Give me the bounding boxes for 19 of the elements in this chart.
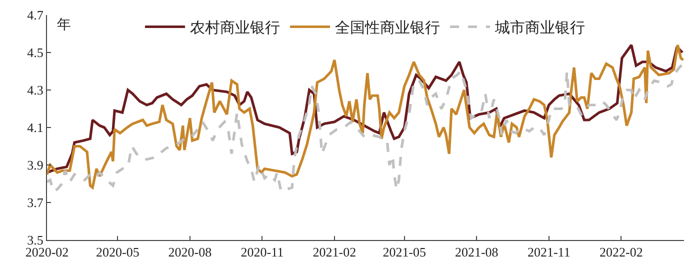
x-tick-label: 2020-08 — [168, 244, 212, 260]
x-tick-label: 2021-02 — [312, 244, 356, 260]
line-series — [47, 62, 684, 193]
x-tick-label: 2021-05 — [382, 244, 426, 260]
y-tick-label: 4.7 — [27, 8, 44, 23]
y-tick-label: 4.5 — [27, 45, 44, 60]
y-tick-label: 4.1 — [27, 120, 44, 136]
y-tick-label: 4.3 — [27, 82, 44, 98]
y-tick-label: 3.7 — [27, 195, 44, 210]
x-tick-label: 2020-11 — [240, 244, 284, 260]
legend-label: 城市商业银行 — [494, 20, 585, 37]
y-tick-label: 3.9 — [27, 158, 44, 173]
x-tick-label: 2021-08 — [454, 244, 498, 260]
legend-label: 农村商业银行 — [190, 20, 280, 37]
x-tick-label: 2021-11 — [527, 244, 570, 260]
x-tick-label: 2022-02 — [599, 244, 643, 260]
legend-label: 全国性商业银行 — [335, 20, 440, 37]
y-axis-title: 年 — [57, 17, 71, 33]
x-tick-label: 2020-05 — [96, 244, 140, 260]
